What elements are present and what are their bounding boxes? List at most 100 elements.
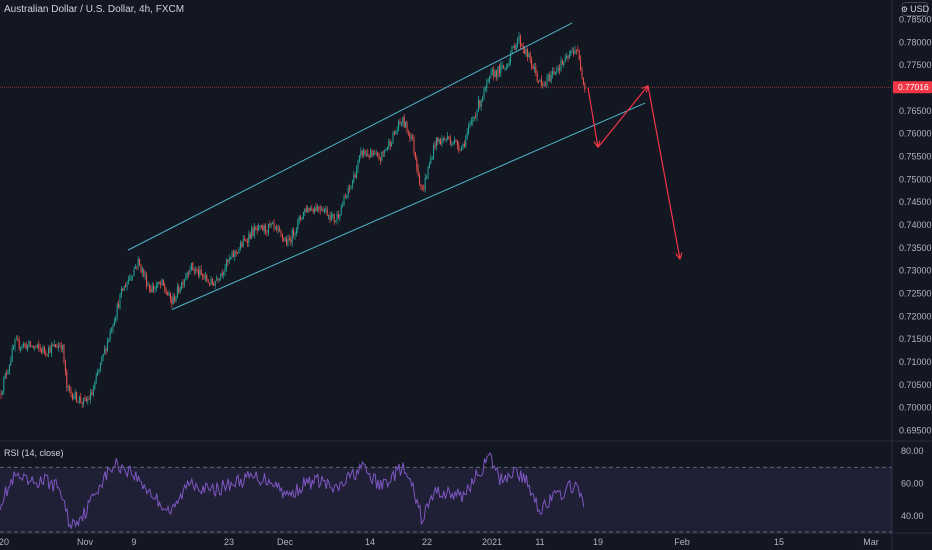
- candle-body: [112, 325, 114, 331]
- candle: [431, 156, 433, 160]
- candle: [336, 211, 338, 225]
- candle: [557, 65, 559, 73]
- candle: [246, 238, 248, 247]
- candle-body: [449, 139, 451, 145]
- price-tick-label: 0.71500: [899, 334, 932, 344]
- candle: [490, 68, 492, 79]
- candle-body: [29, 341, 31, 347]
- candle-body: [186, 273, 188, 278]
- candle-body: [230, 257, 232, 259]
- candle: [351, 179, 353, 190]
- candle-body: [97, 372, 99, 376]
- candle: [571, 47, 573, 54]
- candle-body: [245, 239, 247, 242]
- candle: [279, 225, 281, 232]
- candle: [521, 43, 523, 48]
- candle-body: [87, 398, 89, 402]
- candle-body: [197, 270, 199, 276]
- price-tick-label: 0.73500: [899, 243, 932, 253]
- candle: [83, 397, 85, 407]
- candle: [74, 389, 76, 401]
- currency-badge[interactable]: ⚙ USD: [900, 2, 929, 16]
- candle-body: [122, 288, 124, 291]
- candle: [435, 137, 437, 151]
- arrowhead: [593, 141, 599, 148]
- candle-body: [129, 277, 131, 280]
- candle: [24, 342, 26, 348]
- candle: [109, 328, 111, 343]
- candle-body: [406, 121, 408, 132]
- candle-body: [22, 344, 24, 347]
- candle-body: [154, 287, 156, 290]
- candle: [300, 214, 302, 222]
- candle: [36, 343, 38, 349]
- candle: [574, 45, 576, 55]
- candle: [389, 138, 391, 151]
- candle-body: [218, 278, 220, 281]
- candle: [169, 292, 171, 303]
- candle: [356, 165, 358, 180]
- arrowhead: [675, 253, 681, 260]
- candle-body: [253, 227, 255, 236]
- candle: [489, 75, 491, 84]
- candle: [486, 78, 488, 93]
- candle: [45, 349, 47, 358]
- candle: [71, 392, 73, 401]
- candle-body: [171, 298, 173, 304]
- candle-body: [106, 341, 108, 352]
- candle-body: [560, 60, 562, 71]
- candle-body: [452, 143, 454, 145]
- candle-body: [494, 71, 496, 78]
- candle: [272, 221, 274, 225]
- candle-body: [189, 269, 191, 274]
- candle-body: [326, 208, 328, 216]
- candle: [245, 238, 247, 243]
- candle-body: [525, 49, 527, 54]
- candle-body: [298, 216, 300, 221]
- candle-body: [8, 364, 10, 371]
- time-axis[interactable]: 20 Nov 9 23 Dec 14 22 2021 11 19 Feb 15 Mar: [0, 532, 932, 547]
- candle: [122, 287, 124, 291]
- gear-icon: ⚙: [900, 4, 909, 14]
- candle-body: [136, 266, 138, 268]
- candle: [162, 279, 164, 287]
- candle: [531, 56, 533, 71]
- candle: [447, 132, 449, 141]
- candle: [21, 344, 23, 351]
- candle-body: [95, 375, 97, 383]
- candle-body: [384, 150, 386, 153]
- candle-body: [447, 136, 449, 140]
- candle: [384, 149, 386, 157]
- candle: [102, 353, 104, 361]
- candle: [214, 280, 216, 289]
- candle-body: [256, 228, 258, 231]
- candle: [281, 233, 283, 243]
- candle-body: [421, 188, 423, 190]
- candle-body: [67, 386, 69, 388]
- candle: [449, 134, 451, 146]
- candle: [13, 344, 15, 350]
- candle: [559, 63, 561, 75]
- candle: [251, 225, 253, 240]
- candle: [406, 120, 408, 134]
- candle-body: [244, 239, 246, 241]
- candle-body: [526, 49, 528, 57]
- candle: [503, 65, 505, 69]
- candle: [326, 206, 328, 216]
- candle: [340, 204, 342, 216]
- candle: [209, 282, 211, 287]
- candle-body: [287, 238, 289, 245]
- candle: [77, 401, 79, 403]
- candle: [49, 344, 51, 354]
- candle-body: [92, 388, 94, 395]
- candle: [34, 346, 36, 352]
- candle-body: [396, 129, 398, 132]
- candle-body: [490, 72, 492, 76]
- candle: [570, 49, 572, 56]
- candle-body: [227, 260, 229, 262]
- candle-body: [468, 126, 470, 133]
- price-axis[interactable]: 0.785000.780000.775000.770000.765000.760…: [893, 14, 932, 521]
- candle: [269, 220, 271, 229]
- candle: [15, 335, 17, 341]
